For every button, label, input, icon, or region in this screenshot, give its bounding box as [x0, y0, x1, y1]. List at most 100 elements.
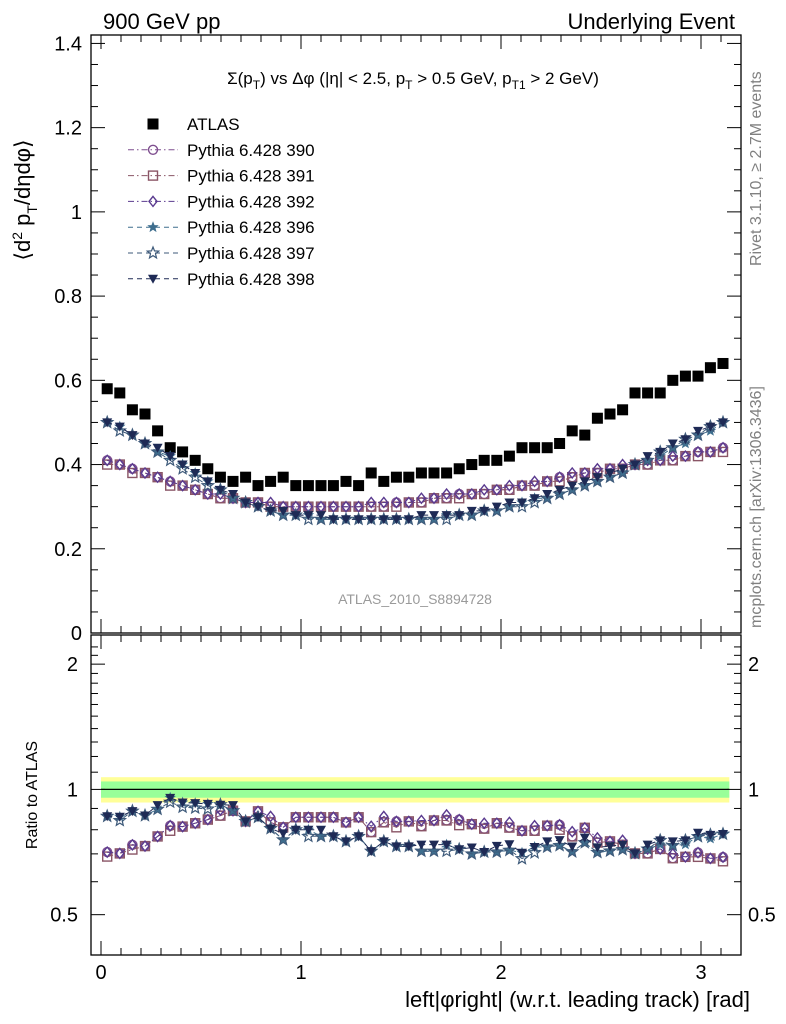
data-point: [454, 487, 465, 501]
data-point: [717, 446, 729, 458]
ratio-point: [529, 825, 540, 836]
data-point: [527, 494, 542, 509]
data-point: [240, 498, 251, 508]
ratio-point: [479, 823, 490, 834]
data-point: [704, 362, 716, 374]
ratio-point: [441, 815, 452, 826]
data-point: [414, 511, 429, 526]
plot-title: Σ(pT) vs Δφ (|η| < 2.5, pT > 0.5 GeV, pT…: [227, 69, 599, 92]
data-point: [577, 477, 593, 492]
data-point: [228, 490, 238, 500]
data-point: [552, 486, 567, 501]
data-point: [489, 503, 505, 518]
data-point: [165, 452, 176, 462]
x-tick-label: 2: [495, 962, 506, 984]
data-point: [114, 422, 125, 432]
ratio-point: [215, 810, 226, 821]
ratio-point: [693, 828, 703, 838]
top-y-tick-label: 1: [71, 202, 82, 224]
data-point: [240, 471, 252, 483]
data-point: [139, 408, 151, 420]
data-point: [102, 454, 113, 467]
data-point: [275, 507, 291, 522]
data-point: [426, 511, 442, 526]
ratio-point: [140, 839, 150, 853]
ratio-point: [466, 847, 478, 859]
data-point: [150, 444, 165, 459]
data-point: [366, 515, 377, 525]
ratio-point: [391, 822, 402, 833]
ratio-point: [114, 812, 125, 822]
top-y-tick-label: 0: [71, 623, 82, 645]
ratio-point: [529, 842, 540, 852]
data-point: [416, 511, 427, 521]
ratio-point: [102, 812, 113, 822]
ratio-point: [301, 828, 316, 843]
data-point: [479, 483, 490, 496]
ratio-point: [542, 837, 553, 847]
ratio-point: [101, 851, 113, 862]
data-point: [177, 460, 188, 470]
series-line: [107, 421, 724, 520]
data-point: [718, 418, 728, 428]
data-point: [164, 442, 176, 454]
data-point: [617, 404, 629, 416]
legend-item: Pythia 6.428 390: [128, 141, 315, 160]
rivet-label: Rivet 3.1.10, ≥ 2.7M events: [748, 71, 765, 266]
ratio-point: [429, 840, 439, 850]
data-point: [225, 490, 241, 505]
data-point: [680, 435, 691, 445]
legend-item: Pythia 6.428 396: [128, 218, 315, 237]
data-point: [529, 480, 540, 491]
ratio-point: [717, 856, 729, 867]
data-point: [590, 473, 605, 488]
series-line: [107, 421, 724, 520]
ratio-point: [564, 844, 580, 858]
data-point: [667, 450, 678, 463]
ratio-point: [705, 852, 716, 865]
ratio-point: [527, 845, 542, 859]
legend-item: Pythia 6.428 398: [128, 270, 315, 289]
ratio-point: [366, 826, 377, 838]
ratio-point: [265, 824, 276, 834]
data-point: [429, 492, 439, 505]
top-y-tick-label: 0.2: [54, 539, 82, 561]
legend-marker: [148, 274, 158, 284]
ratio-series-6: [102, 793, 728, 859]
data-point: [454, 511, 465, 521]
data-point: [114, 387, 126, 399]
data-point: [567, 481, 578, 491]
ratio-point: [240, 817, 251, 827]
data-point: [378, 496, 389, 509]
data-point: [502, 499, 517, 513]
ratio-y-tick-label-right: 1: [748, 779, 759, 801]
ratio-point: [680, 850, 691, 863]
ratio-point: [378, 817, 389, 828]
data-point: [504, 498, 515, 508]
data-point: [439, 511, 454, 526]
data-point: [202, 477, 213, 487]
ratio-y-tick-label: 0.5: [50, 905, 78, 927]
data-point: [491, 502, 502, 512]
legend-item: Pythia 6.428 392: [128, 192, 315, 211]
ratio-point: [592, 831, 603, 845]
legend-marker: [147, 170, 159, 181]
data-point: [514, 499, 530, 513]
data-point: [529, 494, 540, 504]
data-point: [491, 454, 503, 466]
ratio-point: [177, 798, 188, 808]
data-point: [365, 467, 377, 479]
data-point: [177, 446, 189, 458]
ratio-point: [202, 799, 213, 809]
data-point: [114, 458, 125, 471]
ratio-point: [313, 828, 329, 843]
ratio-point: [253, 813, 263, 823]
ratio-point: [441, 840, 452, 850]
ratio-point: [428, 845, 440, 856]
ratio-point: [426, 843, 442, 858]
data-point: [693, 426, 703, 436]
legend-marker: [145, 245, 161, 260]
data-point: [265, 475, 277, 487]
ratio-point: [554, 836, 565, 846]
legend: ATLAS Pythia 6.428 390 Pythia 6.428 391 Pyt…: [128, 115, 315, 289]
